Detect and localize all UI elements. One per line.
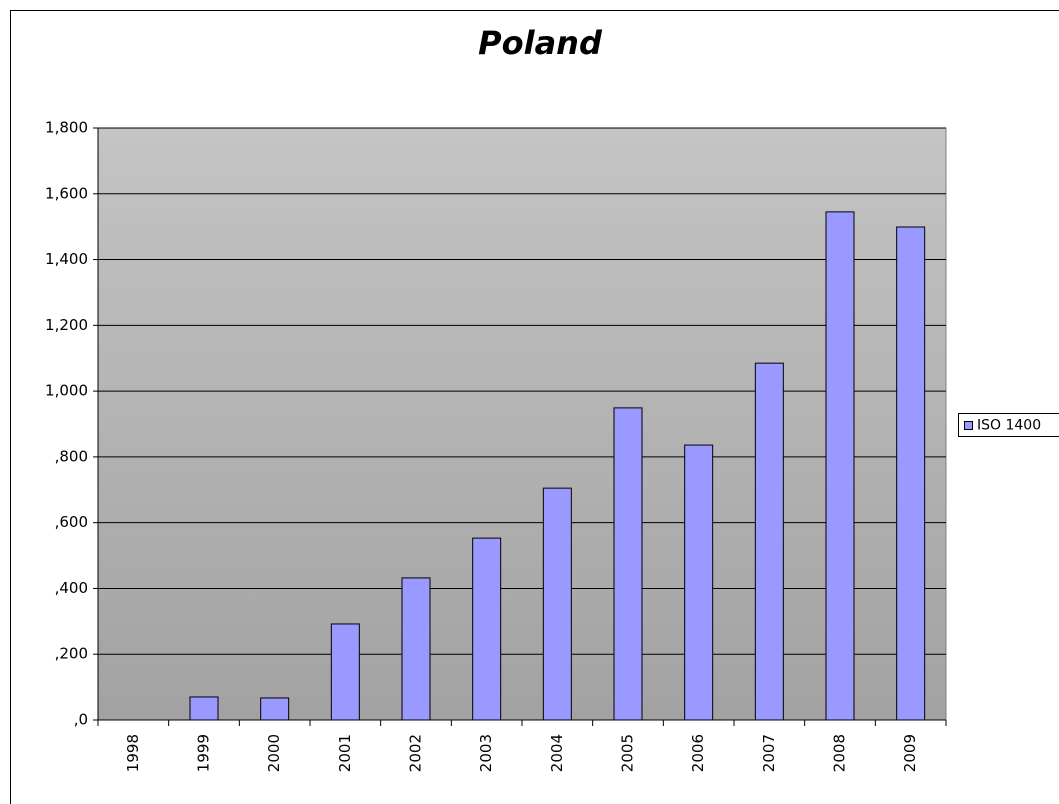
- bar: [684, 444, 714, 721]
- bar: [825, 211, 855, 721]
- bar: [896, 226, 926, 721]
- bar: [189, 696, 219, 721]
- legend-box: [958, 413, 1059, 437]
- x-tick-label: 2002: [407, 734, 425, 772]
- y-tick-label: ,800: [55, 447, 88, 465]
- x-tick-label: 2005: [619, 734, 637, 772]
- x-tick-label: 2000: [265, 734, 283, 772]
- x-tick-label: 2004: [548, 734, 566, 772]
- y-tick-label: ,200: [55, 645, 88, 663]
- y-tick-label: 1,400: [45, 250, 88, 268]
- bar: [754, 362, 784, 721]
- bar: [401, 577, 431, 721]
- bar: [542, 487, 572, 721]
- y-tick-label: 1,200: [45, 316, 88, 334]
- bar: [330, 623, 360, 721]
- x-tick-label: 1998: [124, 734, 142, 772]
- y-tick-label: 1,800: [45, 119, 88, 137]
- x-tick-label: 2006: [689, 734, 707, 772]
- legend-label: ISO 1400: [977, 418, 1041, 434]
- bar: [260, 697, 290, 721]
- x-tick-label: 1999: [195, 734, 213, 772]
- x-tick-label: 2007: [760, 734, 778, 772]
- x-tick-label: 2003: [477, 734, 495, 772]
- x-tick-label: 2001: [336, 734, 354, 772]
- y-tick-label: ,400: [55, 579, 88, 597]
- chart-title: Poland: [478, 24, 603, 62]
- legend-swatch: [964, 421, 973, 430]
- y-tick-label: ,0: [74, 711, 88, 729]
- x-tick-label: 2008: [831, 734, 849, 772]
- y-tick-label: 1,600: [45, 184, 88, 202]
- bar: [472, 537, 502, 721]
- bar: [613, 407, 643, 721]
- y-tick-label: ,600: [55, 513, 88, 531]
- x-tick-label: 2009: [901, 734, 919, 772]
- y-tick-label: 1,000: [45, 382, 88, 400]
- plot-area: [97, 127, 947, 721]
